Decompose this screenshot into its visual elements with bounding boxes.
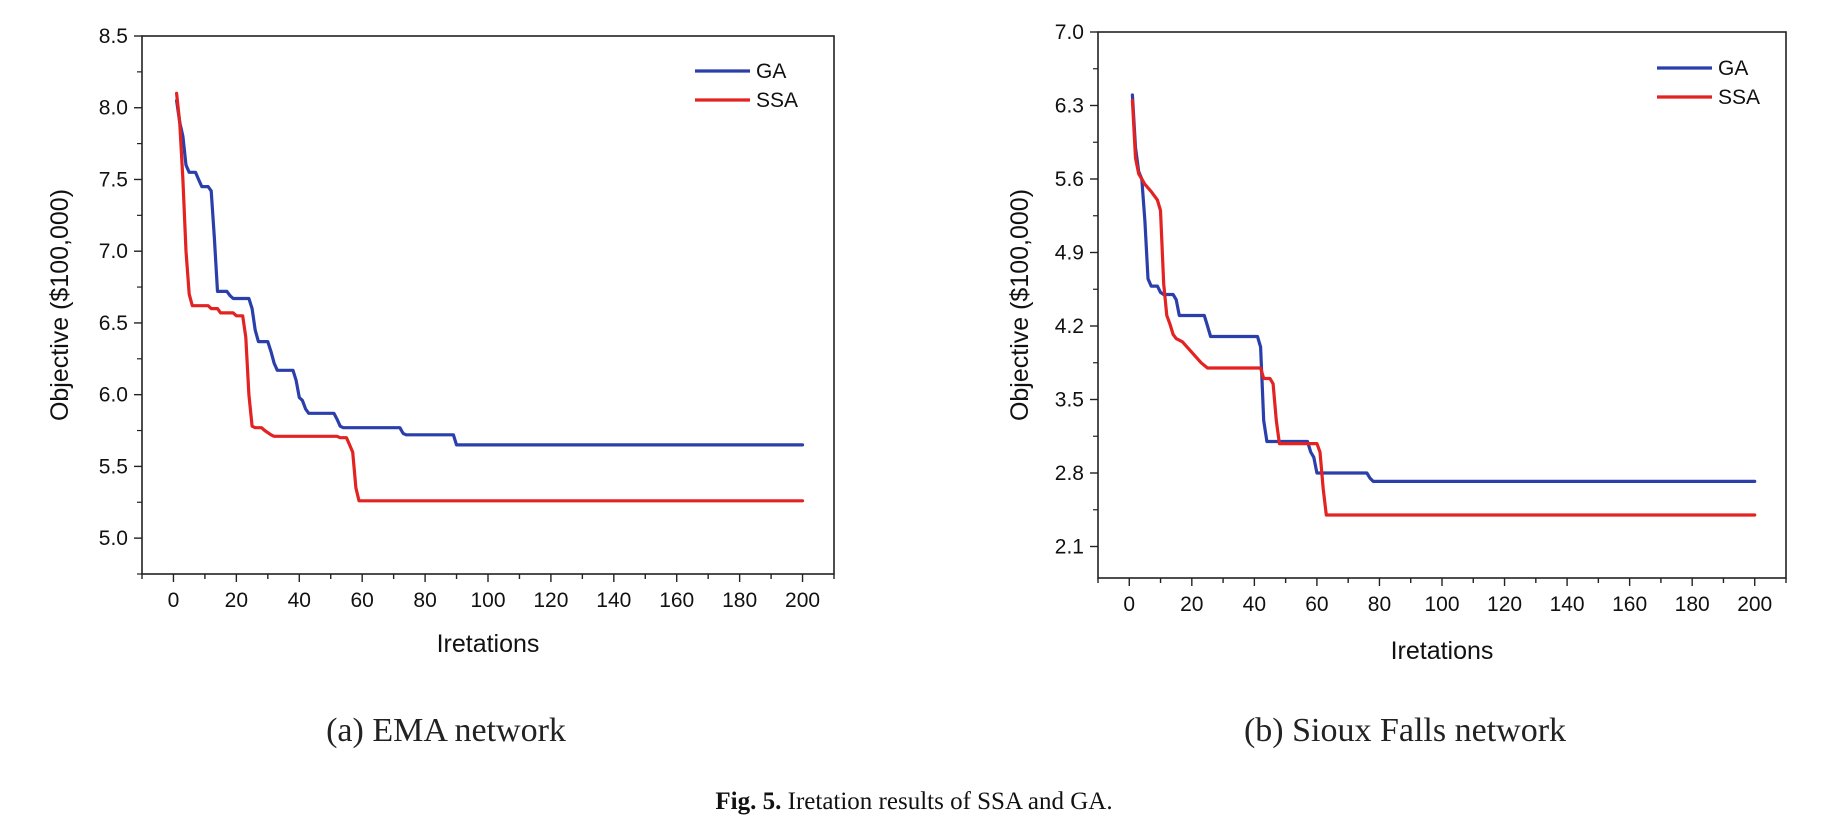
x-tick-label: 200 (785, 589, 820, 612)
y-tick-label: 8.0 (99, 97, 128, 120)
x-tick-label: 20 (225, 589, 248, 612)
y-tick-label: 7.0 (99, 240, 128, 263)
y-tick-label: 2.8 (1055, 462, 1084, 485)
y-tick-label: 6.3 (1055, 95, 1084, 118)
x-tick-label: 40 (288, 589, 311, 612)
y-tick-label: 5.6 (1055, 168, 1084, 191)
y-tick-label: 6.5 (99, 312, 128, 335)
legend-label-ssa: SSA (756, 89, 798, 112)
chart-ema-network: 0 20 40 60 80 100 120 140 160 180 200 5.0 5.5 6.0 6.5 7… (46, 25, 835, 658)
series-line-ssa (1130, 98, 1757, 517)
series-line-ga (175, 99, 805, 447)
x-tick-label: 160 (659, 589, 694, 612)
series-line-ssa (175, 91, 805, 503)
x-axis-title: Iretations (1391, 637, 1494, 665)
x-tick-label: 140 (1550, 593, 1585, 616)
plot-frame (1097, 31, 1787, 579)
x-tick-label: 0 (1123, 593, 1135, 616)
x-tick-label: 40 (1243, 593, 1266, 616)
plot-frame (141, 35, 835, 575)
x-tick-label: 200 (1737, 593, 1772, 616)
y-axis-title: Objective ($100,000) (1006, 189, 1034, 421)
x-tick-label: 180 (1675, 593, 1710, 616)
x-tick-label: 120 (533, 589, 568, 612)
x-tick-label: 140 (596, 589, 631, 612)
y-tick-label: 2.1 (1055, 536, 1084, 559)
y-tick-label: 4.2 (1055, 315, 1084, 338)
y-tick-label: 4.9 (1055, 242, 1084, 265)
subcaption-b: (b) Sioux Falls network (1243, 712, 1567, 749)
chart-sioux-falls-network: 0 20 40 60 80 100 120 140 160 180 200 2.1 2.8 3.5 4.2 4… (1006, 21, 1787, 665)
figure-caption-label: Fig. 5. (715, 788, 782, 815)
y-tick-label: 7.5 (99, 168, 128, 191)
y-tick-label: 5.5 (99, 455, 128, 478)
figure-caption-text: Iretation results of SSA and GA. (787, 788, 1113, 815)
y-axis-title: Objective ($100,000) (46, 189, 74, 421)
legend-label-ssa: SSA (1718, 86, 1760, 109)
x-tick-label: 100 (470, 589, 505, 612)
x-tick-label: 80 (1368, 593, 1391, 616)
subcaption-a: (a) EMA network (326, 712, 566, 749)
y-tick-label: 5.0 (99, 527, 128, 550)
legend-label-ga: GA (1718, 57, 1748, 80)
y-tick-label: 8.5 (99, 25, 128, 48)
y-tick-label: 7.0 (1055, 21, 1084, 44)
y-tick-label: 6.0 (99, 384, 128, 407)
figure-caption: Fig. 5. Iretation results of SSA and GA. (715, 788, 1112, 816)
x-axis-title: Iretations (437, 630, 540, 658)
x-tick-label: 60 (351, 589, 374, 612)
x-tick-label: 180 (722, 589, 757, 612)
legend-label-ga: GA (756, 60, 786, 83)
x-tick-label: 20 (1180, 593, 1203, 616)
series-line-ga (1130, 93, 1757, 483)
x-tick-label: 0 (168, 589, 180, 612)
x-tick-label: 160 (1612, 593, 1647, 616)
y-tick-label: 3.5 (1055, 389, 1084, 412)
x-tick-label: 120 (1487, 593, 1522, 616)
x-tick-label: 80 (413, 589, 436, 612)
x-tick-label: 100 (1424, 593, 1459, 616)
x-tick-label: 60 (1305, 593, 1328, 616)
